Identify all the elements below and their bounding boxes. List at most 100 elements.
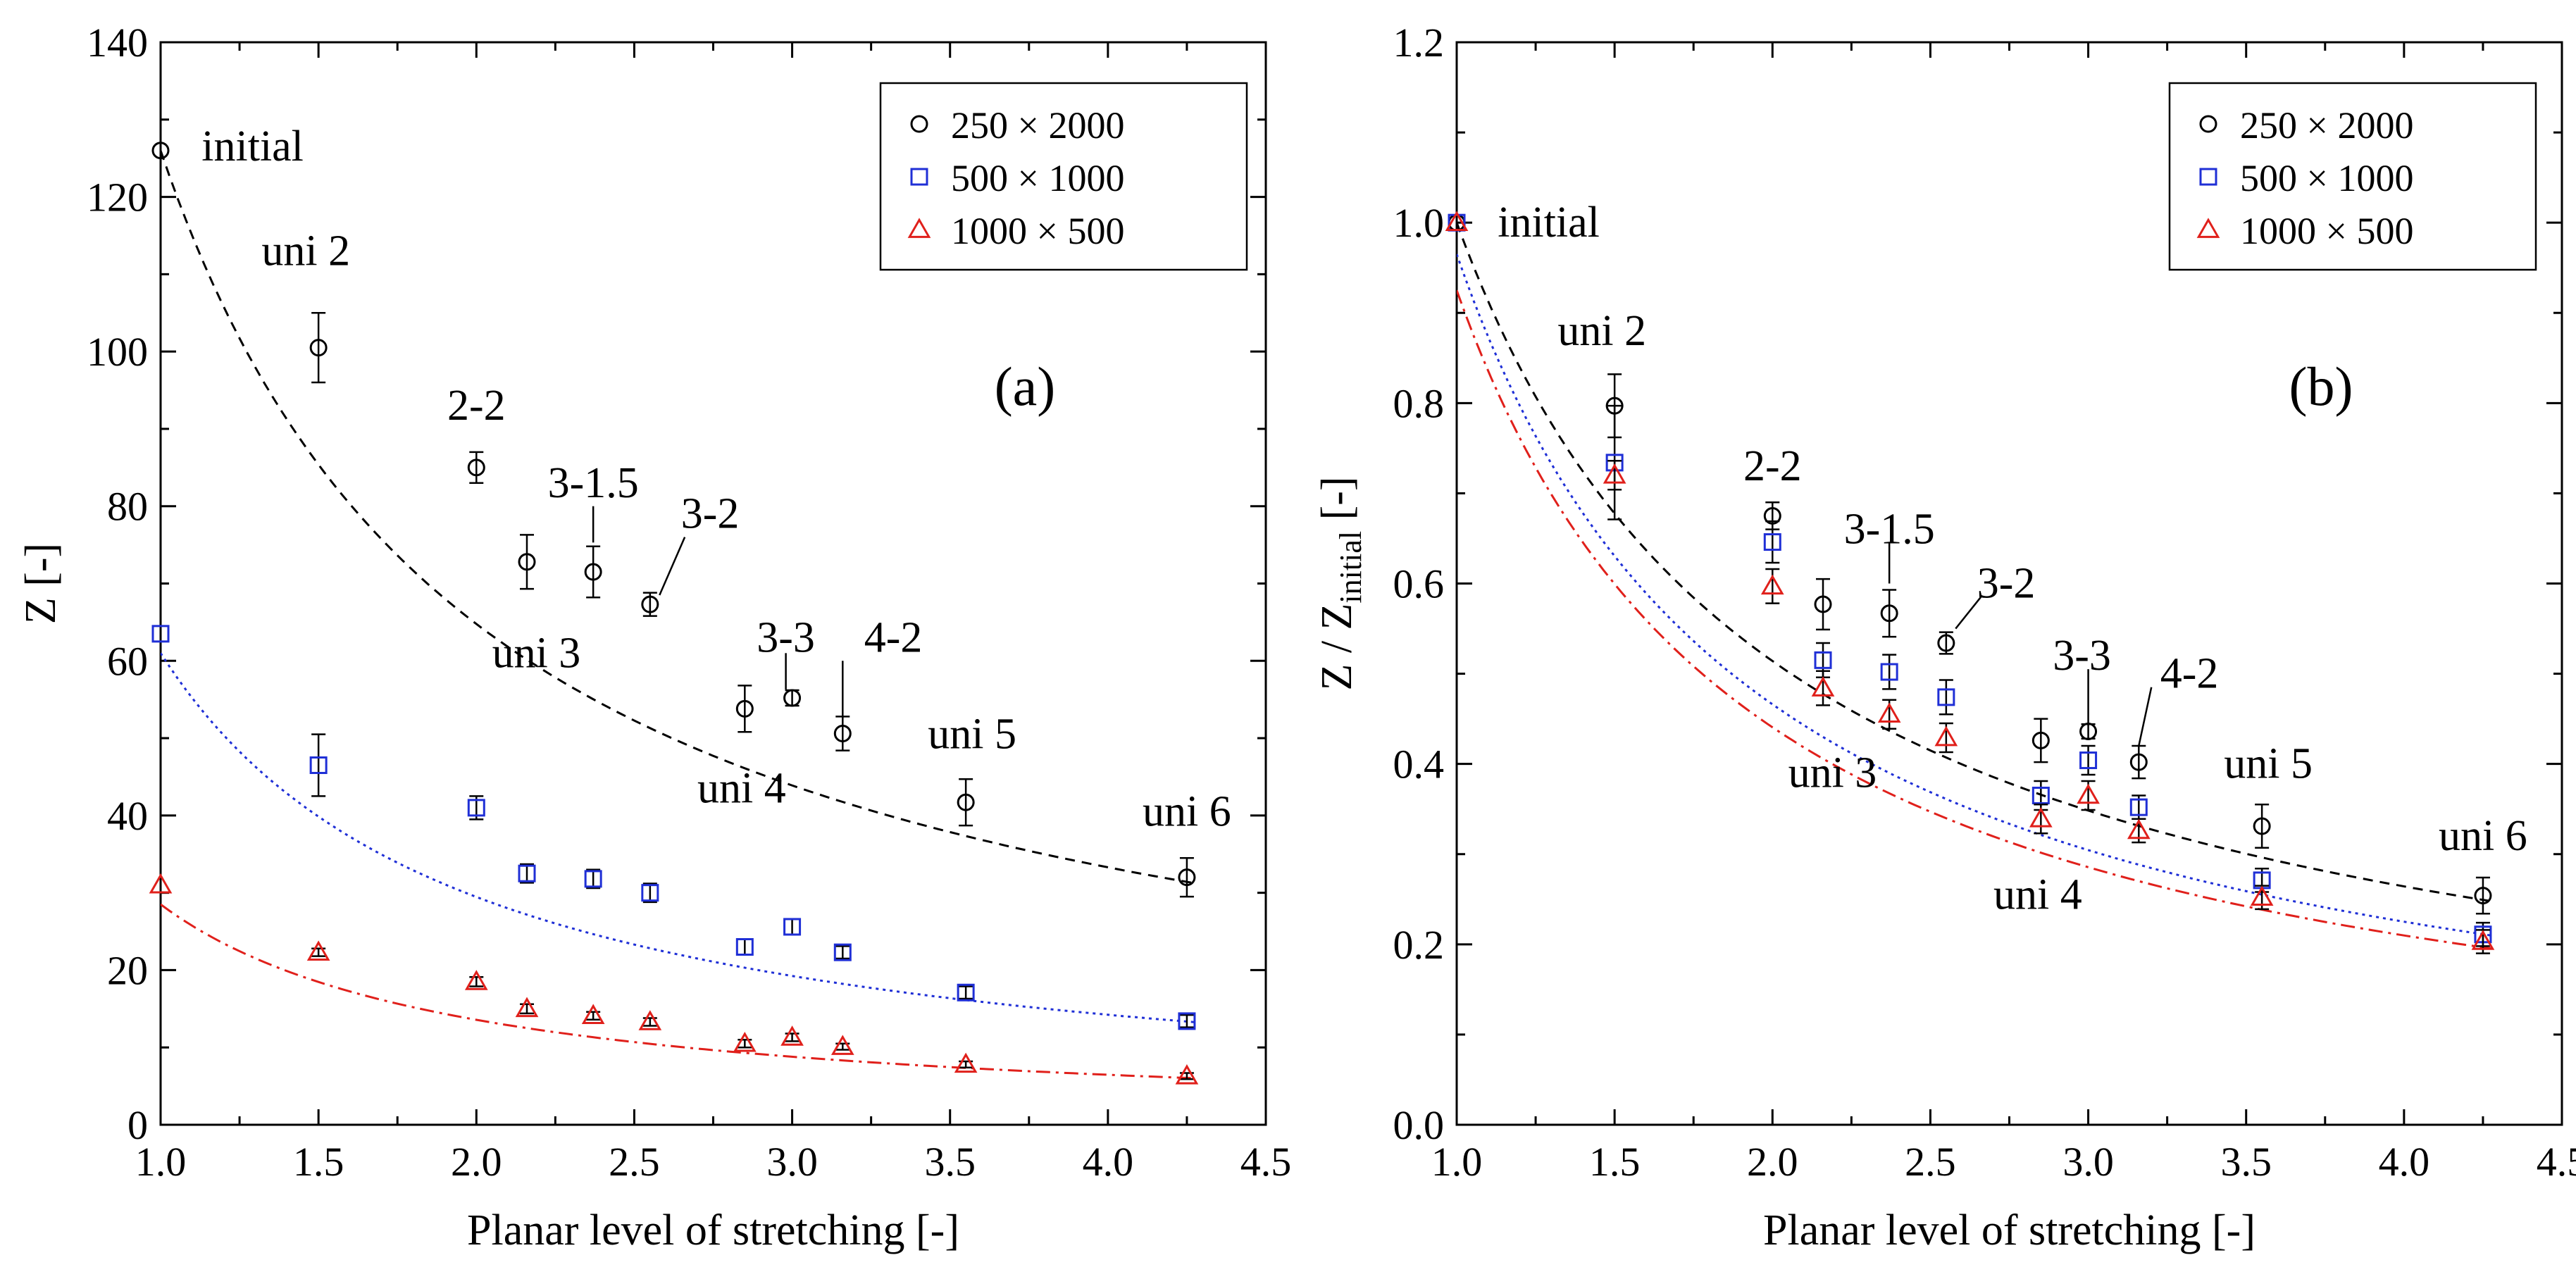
data-point	[638, 1010, 662, 1030]
data-label: initial	[201, 123, 304, 170]
data-point	[309, 756, 328, 774]
data-point	[1934, 725, 1958, 747]
y-tick-label: 80	[107, 484, 148, 530]
legend-entry: 500 × 1000	[951, 157, 1124, 199]
x-tick-label: 1.5	[1589, 1139, 1641, 1185]
legend-entry: 1000 × 500	[2240, 210, 2413, 252]
y-tick-label: 0	[127, 1102, 148, 1148]
data-point	[1175, 1064, 1199, 1085]
data-point	[1603, 463, 1626, 484]
series-2-points	[1448, 213, 2492, 947]
data-point	[641, 884, 659, 902]
data-label: uni 4	[697, 764, 786, 812]
data-point	[1877, 702, 1901, 723]
data-point	[780, 1025, 804, 1046]
legend-marker	[910, 115, 928, 133]
x-tick-label: 3.0	[766, 1139, 818, 1185]
data-point	[467, 799, 485, 817]
y-tick-label: 1.0	[1393, 200, 1445, 246]
data-point	[2471, 930, 2495, 950]
series-3-points	[1445, 211, 2495, 954]
data-point	[2127, 818, 2151, 840]
data-label: uni 2	[261, 227, 350, 275]
y-tick-label: 100	[87, 329, 148, 375]
y-axis-ticks: 0.0 0.2 0.4 0.6 0.8 1.0 1.2	[1393, 20, 2562, 1148]
data-point	[2079, 751, 2098, 770]
data-point	[151, 625, 170, 643]
data-point	[518, 553, 536, 571]
annotation-leader-line	[2138, 687, 2153, 747]
data-label: 2-2	[1743, 442, 1802, 490]
data-label: initial	[1498, 199, 1600, 247]
legend-entry: 500 × 1000	[2240, 157, 2413, 199]
fit-curve-3	[161, 903, 1197, 1080]
data-label: 4-2	[2160, 650, 2219, 698]
data-point	[581, 1004, 605, 1025]
data-label: 3-3	[757, 613, 815, 661]
legend-box	[2168, 82, 2537, 271]
data-point	[641, 595, 659, 613]
x-tick-label: 3.5	[2220, 1139, 2272, 1185]
fit-curve-3	[1457, 289, 2493, 950]
data-point	[957, 983, 975, 1002]
data-label: uni 3	[492, 629, 581, 677]
data-label: uni 4	[1993, 871, 2082, 918]
data-point	[467, 458, 485, 477]
data-point	[1937, 634, 1955, 652]
data-label: uni 2	[1557, 307, 1646, 355]
x-axis-ticks: 1.0 1.5 2.0 2.5 3.0 3.5 4.0 4.5	[135, 42, 1292, 1185]
y-tick-label: 140	[87, 20, 148, 65]
y-axis-label-main: Z / Z	[1313, 604, 1361, 691]
data-point	[1937, 688, 1955, 706]
x-axis-ticks: 1.0 1.5 2.0 2.5 3.0 3.5 4.0 4.5	[1431, 42, 2576, 1185]
data-point	[1814, 595, 1832, 613]
data-label: uni 5	[2224, 740, 2313, 788]
data-point	[1178, 1012, 1196, 1030]
panel-label: (a)	[995, 356, 1056, 417]
data-point	[2031, 731, 2050, 749]
data-point	[1880, 604, 1898, 623]
y-tick-label: 1.2	[1393, 20, 1445, 65]
data-point	[783, 918, 802, 936]
data-label: 3-2	[1977, 560, 2036, 608]
data-point	[954, 1052, 978, 1073]
legend: 250 × 2000 500 × 1000 1000 × 500	[879, 82, 1248, 271]
data-point	[2031, 786, 2050, 804]
y-axis-ticks: 0 20 40 60 80 100 120 140	[87, 20, 1266, 1148]
data-label: uni 6	[1143, 787, 1231, 835]
legend-marker	[2196, 218, 2220, 238]
legend-box	[879, 82, 1248, 271]
legend-entry: 250 × 2000	[2240, 104, 2413, 146]
x-tick-label: 1.0	[1431, 1139, 1483, 1185]
fit-curve-1	[161, 150, 1197, 885]
data-point	[1880, 663, 1898, 681]
data-point	[1445, 211, 1469, 231]
legend-entry: 1000 × 500	[951, 210, 1124, 252]
data-point	[2250, 885, 2274, 906]
data-label: 3-2	[681, 490, 740, 538]
data-point	[1811, 676, 1835, 697]
data-label: 3-1.5	[548, 459, 639, 507]
fit-curve-2	[161, 652, 1197, 1023]
y-tick-label: 0.8	[1393, 380, 1445, 426]
x-tick-label: 2.5	[1905, 1139, 1956, 1185]
data-label: 3-1.5	[1844, 506, 1935, 554]
data-point	[518, 864, 536, 882]
data-point	[2077, 783, 2100, 804]
x-tick-label: 4.5	[2537, 1139, 2576, 1185]
data-label: 2-2	[447, 382, 506, 430]
y-tick-label: 20	[107, 947, 148, 993]
data-point	[309, 339, 328, 357]
data-point	[151, 142, 170, 160]
x-tick-label: 4.5	[1240, 1139, 1292, 1185]
data-point	[957, 793, 975, 811]
series-2-points	[151, 625, 1196, 1030]
x-tick-label: 1.0	[135, 1139, 187, 1185]
y-axis-label: Z [-]	[17, 543, 65, 624]
x-tick-label: 2.0	[1747, 1139, 1798, 1185]
data-point	[2129, 753, 2148, 771]
data-point	[1760, 574, 1784, 595]
y-tick-label: 120	[87, 175, 148, 220]
legend-marker	[2199, 115, 2217, 133]
legend-marker	[907, 218, 931, 238]
